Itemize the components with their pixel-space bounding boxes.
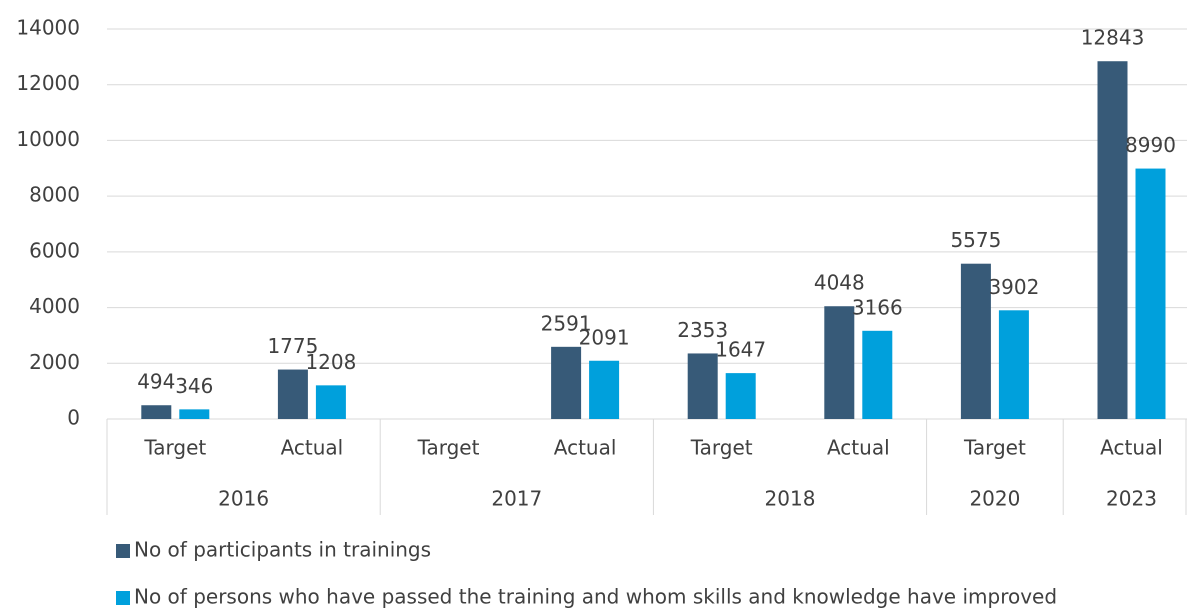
bar	[1097, 61, 1128, 419]
value-label: 12843	[1081, 26, 1145, 50]
y-tick-label: 12000	[16, 71, 80, 95]
y-tick-label: 8000	[29, 183, 80, 207]
x-tick-label: Target	[143, 436, 206, 460]
y-tick-label: 0	[67, 406, 80, 430]
value-label: 3166	[852, 295, 903, 319]
group-label: 2016	[218, 487, 269, 511]
y-tick-label: 4000	[29, 294, 80, 318]
x-tick-label: Actual	[281, 436, 344, 460]
y-tick-label: 2000	[29, 350, 80, 374]
value-label: 2091	[579, 325, 630, 349]
value-label: 3902	[988, 275, 1039, 299]
legend-swatch	[116, 544, 130, 558]
legend-label: No of persons who have passed the traini…	[134, 585, 1057, 609]
value-label: 494	[137, 370, 175, 394]
value-label: 8990	[1125, 133, 1176, 157]
bar	[687, 353, 718, 419]
bar	[998, 310, 1029, 419]
bar	[862, 330, 893, 419]
x-tick-label: Target	[690, 436, 753, 460]
bar	[824, 306, 855, 419]
bar	[551, 346, 582, 419]
bar	[179, 409, 210, 419]
bar	[315, 385, 346, 419]
x-tick-label: Actual	[1100, 436, 1163, 460]
value-label: 346	[175, 374, 213, 398]
bar	[589, 360, 620, 419]
value-label: 1647	[715, 338, 766, 362]
bar	[277, 369, 308, 419]
value-label: 2591	[541, 311, 592, 335]
group-label: 2018	[765, 487, 816, 511]
legend-swatch	[116, 591, 130, 605]
x-tick-label: Actual	[827, 436, 890, 460]
bar	[141, 405, 172, 419]
bar	[1135, 168, 1166, 419]
value-label: 4048	[814, 271, 865, 295]
x-tick-label: Actual	[554, 436, 617, 460]
bar	[725, 373, 756, 419]
legend-label: No of participants in trainings	[134, 538, 431, 562]
y-tick-label: 14000	[16, 16, 80, 40]
y-tick-label: 6000	[29, 238, 80, 262]
value-label: 1775	[267, 334, 318, 358]
group-label: 2017	[491, 487, 542, 511]
bar	[960, 263, 991, 419]
value-label: 1208	[305, 350, 356, 374]
group-label: 2020	[969, 487, 1020, 511]
x-tick-label: Target	[963, 436, 1026, 460]
value-label: 5575	[950, 228, 1001, 252]
value-label: 2353	[677, 318, 728, 342]
x-tick-label: Target	[417, 436, 480, 460]
group-label: 2023	[1106, 487, 1157, 511]
y-tick-label: 10000	[16, 127, 80, 151]
